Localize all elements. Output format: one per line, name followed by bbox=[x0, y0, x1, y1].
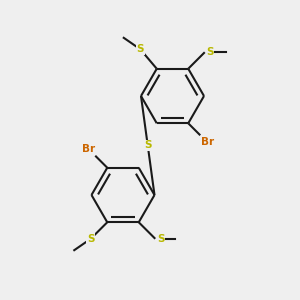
Text: Br: Br bbox=[82, 144, 95, 154]
Text: S: S bbox=[87, 234, 94, 244]
Text: S: S bbox=[136, 44, 144, 54]
Text: S: S bbox=[157, 234, 164, 244]
Text: Br: Br bbox=[201, 137, 214, 147]
Text: S: S bbox=[144, 140, 152, 151]
Text: S: S bbox=[206, 47, 214, 57]
